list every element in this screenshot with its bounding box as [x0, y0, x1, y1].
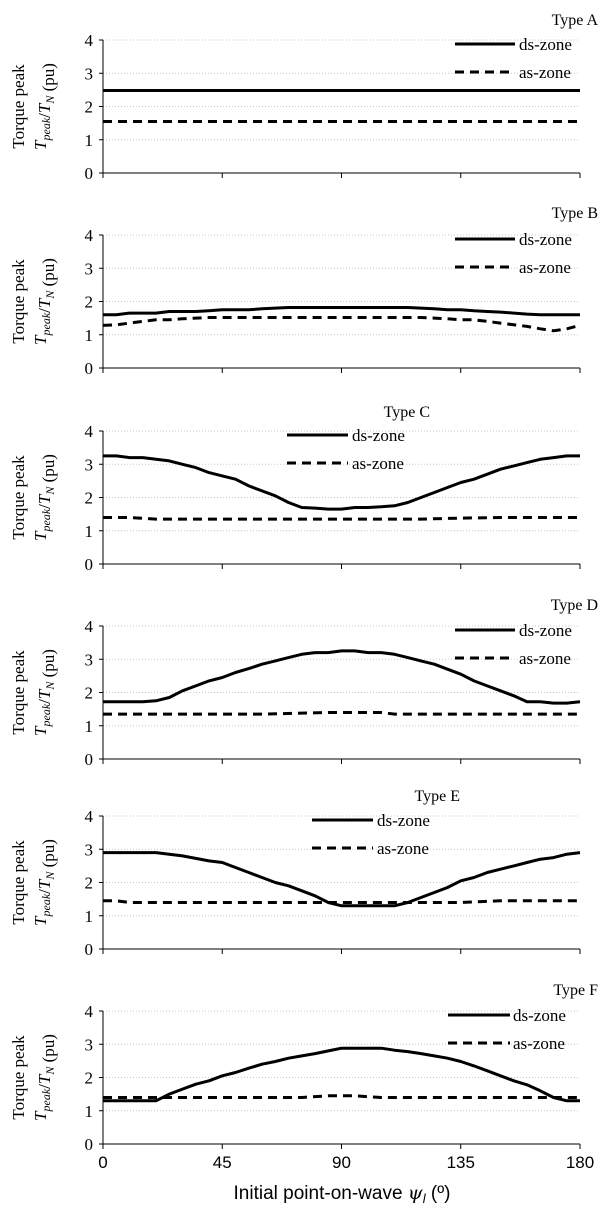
- y-tick-label: 0: [85, 359, 94, 378]
- y-tick-label: 1: [85, 1102, 94, 1121]
- series-line-as-zone: [103, 1094, 580, 1099]
- y-tick-label: 0: [85, 1135, 94, 1154]
- panel-title: Type E: [414, 788, 460, 805]
- panel-type-f: 0 1 2 3 4 Torque peak Tpeak/TN (pu) Type F ds-zo…: [9, 982, 598, 1206]
- legend-label-as-zone: as-zone: [519, 63, 571, 82]
- series-line-as-zone: [103, 711, 580, 716]
- y-tick-label: 4: [85, 1002, 94, 1021]
- y-tick-label: 2: [85, 684, 94, 703]
- y-tick-label: 3: [85, 64, 94, 83]
- legend-label-as-zone: as-zone: [519, 258, 571, 277]
- y-tick-label: 2: [85, 1069, 94, 1088]
- series-line-ds-zone: [103, 851, 581, 908]
- y-tick-label: 4: [85, 807, 94, 826]
- x-tick-label: 45: [213, 1153, 232, 1172]
- x-tick-label: 0: [98, 1153, 107, 1172]
- y-tick-label: 4: [85, 226, 94, 245]
- y-axis-label-2: Tpeak/TN (pu): [31, 63, 58, 150]
- x-axis-label: Initial point-on-wave ψl (º): [234, 1182, 451, 1206]
- y-tick-label: 0: [85, 940, 94, 959]
- panel-type-c: 0 1 2 3 4 Torque peak Tpeak/TN (pu) Type C ds-zo…: [9, 404, 581, 574]
- y-tick-label: 1: [85, 131, 94, 150]
- y-tick-label: 1: [85, 522, 94, 541]
- legend-label-ds-zone: ds-zone: [352, 426, 405, 445]
- y-tick-label: 2: [85, 293, 94, 312]
- y-tick-label: 0: [85, 555, 94, 574]
- series-line-ds-zone: [103, 1046, 580, 1103]
- y-tick-label: 2: [85, 874, 94, 893]
- y-axis-label: Torque peak: [9, 64, 28, 149]
- panel-title: Type A: [552, 12, 599, 29]
- y-axis-label-2: Tpeak/TN (pu): [31, 1034, 58, 1121]
- y-tick-label: 4: [85, 617, 94, 636]
- y-axis-label-2: Tpeak/TN (pu): [31, 839, 58, 926]
- y-tick-label: 0: [85, 164, 94, 183]
- series-line-as-zone: [103, 899, 580, 904]
- y-tick-label: 3: [85, 259, 94, 278]
- y-axis-label-2: Tpeak/TN (pu): [31, 649, 58, 736]
- y-tick-label: 3: [85, 840, 94, 859]
- panel-title: Type C: [384, 404, 430, 421]
- legend-label-ds-zone: ds-zone: [519, 35, 572, 54]
- y-axis-label: Torque peak: [9, 455, 28, 540]
- y-tick-label: 1: [85, 907, 94, 926]
- x-tick-label: 135: [447, 1153, 475, 1172]
- y-axis-label-2: Tpeak/TN (pu): [31, 258, 58, 345]
- y-axis-label: Torque peak: [9, 259, 28, 344]
- y-tick-label: 3: [85, 650, 94, 669]
- series-line-as-zone: [102, 316, 581, 333]
- y-tick-label: 1: [85, 326, 94, 345]
- panel-title: Type D: [551, 597, 598, 614]
- y-tick-label: 4: [85, 422, 94, 441]
- legend-label-ds-zone: ds-zone: [513, 1006, 566, 1025]
- y-axis-label: Torque peak: [9, 1035, 28, 1120]
- legend-label-as-zone: as-zone: [377, 839, 429, 858]
- y-tick-label: 3: [85, 1035, 94, 1054]
- series-line-ds-zone: [103, 649, 581, 705]
- panel-title: Type B: [552, 205, 598, 222]
- series-line-ds-zone: [103, 306, 580, 317]
- legend-label-ds-zone: ds-zone: [377, 811, 430, 830]
- legend-label-as-zone: as-zone: [352, 454, 404, 473]
- y-tick-label: 0: [85, 750, 94, 769]
- series-line-ds-zone: [103, 454, 580, 511]
- y-tick-label: 3: [85, 455, 94, 474]
- legend-label-as-zone: as-zone: [519, 649, 571, 668]
- legend-label-ds-zone: ds-zone: [519, 621, 572, 640]
- series-line-as-zone: [103, 516, 580, 521]
- y-axis-label: Torque peak: [9, 840, 28, 925]
- x-tick-label: 180: [566, 1153, 594, 1172]
- y-axis-label: Torque peak: [9, 650, 28, 735]
- legend-label-as-zone: as-zone: [513, 1034, 565, 1053]
- y-tick-label: 1: [85, 717, 94, 736]
- y-tick-label: 2: [85, 98, 94, 117]
- panel-type-b: 0 1 2 3 4 Torque peak Tpeak/TN (pu) Type B ds-zo…: [9, 205, 598, 378]
- panel-type-d: 0 1 2 3 4 Torque peak Tpeak/TN (pu) Type D ds-zo…: [9, 597, 598, 769]
- y-tick-label: 2: [85, 489, 94, 508]
- legend-label-ds-zone: ds-zone: [519, 230, 572, 249]
- y-axis-label-2: Tpeak/TN (pu): [31, 454, 58, 541]
- y-tick-label: 4: [85, 31, 94, 50]
- panel-title: Type F: [553, 982, 598, 999]
- panel-type-e: 0 1 2 3 4 Torque peak Tpeak/TN (pu) Type E ds-zo…: [9, 788, 581, 959]
- panel-type-a: 0 1 2 3 4 Torque peak Tpeak/TN (pu) Type A ds-zo…: [9, 12, 598, 183]
- x-tick-label: 90: [332, 1153, 351, 1172]
